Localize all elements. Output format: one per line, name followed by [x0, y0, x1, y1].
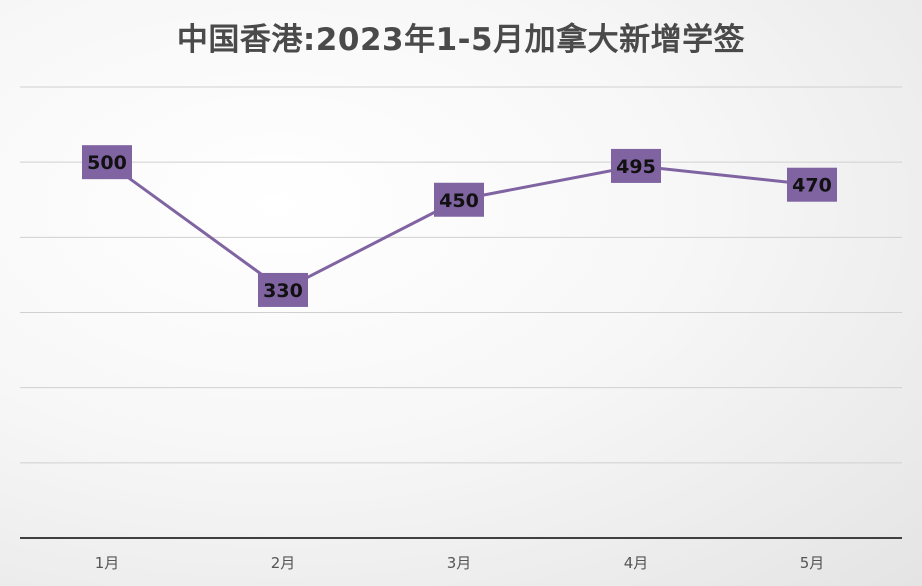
data-label: 450	[434, 182, 484, 217]
x-tick-label: 2月	[271, 554, 296, 572]
chart-title: 中国香港:2023年1-5月加拿大新增学签	[176, 22, 746, 58]
gridlines	[20, 86, 902, 464]
data-label: 500	[82, 145, 132, 180]
data-label-value: 330	[263, 280, 303, 302]
data-labels: 500 330 450 495 470	[82, 145, 837, 307]
data-label-value: 495	[616, 156, 656, 178]
data-label-box	[258, 272, 308, 307]
data-label-value: 470	[792, 175, 832, 197]
data-label-box	[82, 145, 132, 180]
data-label-box	[787, 167, 837, 202]
data-label: 330	[258, 272, 308, 307]
data-label: 495	[611, 148, 661, 183]
data-label-box	[611, 148, 661, 183]
data-label-value: 450	[439, 190, 479, 212]
x-tick-label: 4月	[624, 554, 649, 572]
x-tick-label: 1月	[95, 554, 120, 572]
x-axis-ticks: 1月 2月 3月 4月 5月	[95, 554, 825, 572]
data-label-box	[434, 182, 484, 217]
series-line	[106, 160, 813, 292]
data-label: 470	[787, 167, 837, 202]
x-tick-label: 5月	[800, 554, 825, 572]
x-tick-label: 3月	[447, 554, 472, 572]
data-label-value: 500	[87, 152, 127, 174]
